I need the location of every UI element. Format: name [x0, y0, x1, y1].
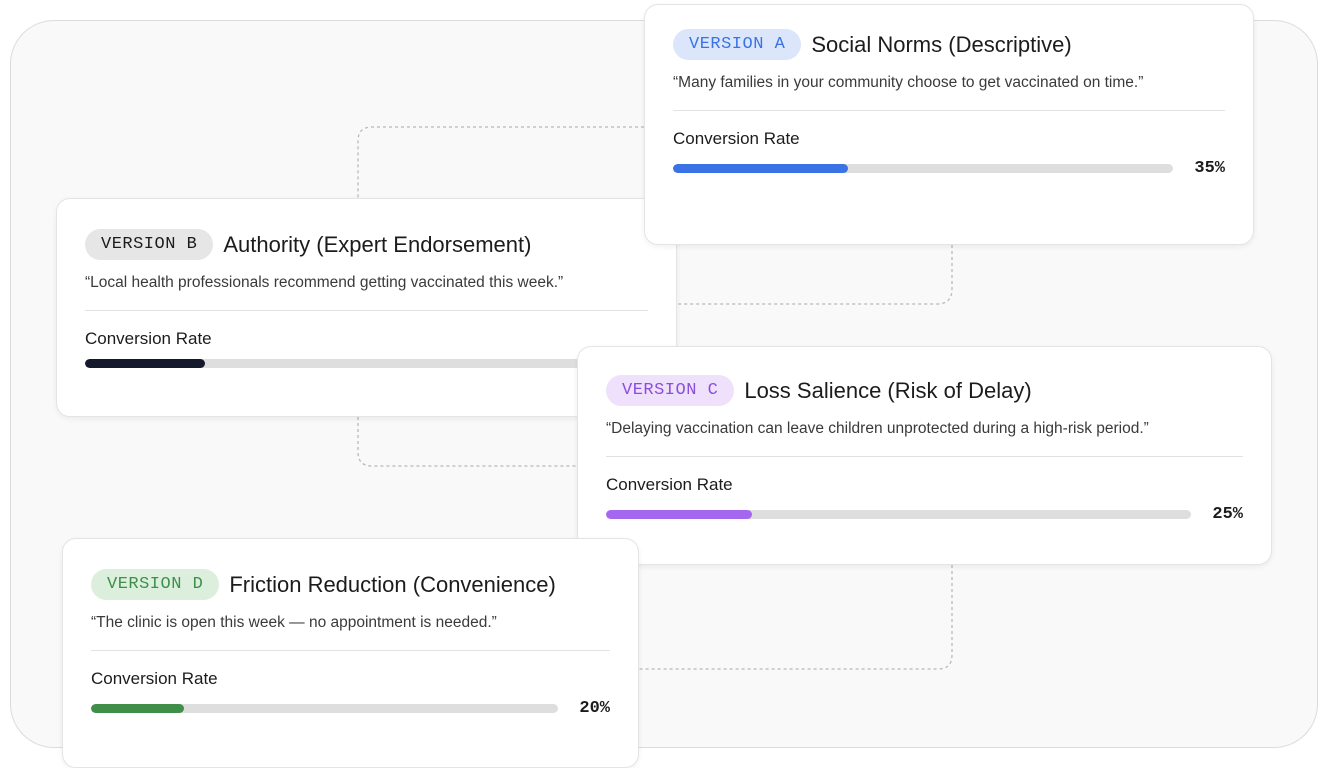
conversion-rate-value: 20% — [579, 699, 610, 718]
conversion-rate-value: 25% — [1212, 505, 1243, 524]
version-badge: VERSION A — [673, 29, 802, 60]
divider — [673, 110, 1225, 111]
metric-label: Conversion Rate — [606, 475, 733, 494]
conversion-bar-track — [91, 704, 558, 713]
version-c-card[interactable]: VERSION C Loss Salience (Risk of Delay) … — [577, 346, 1272, 565]
conversion-bar-fill — [673, 164, 848, 173]
divider — [91, 650, 610, 651]
version-badge: VERSION C — [606, 375, 735, 406]
divider — [606, 456, 1243, 457]
conversion-bar-track — [673, 164, 1173, 173]
message-quote: “Local health professionals recommend ge… — [85, 274, 564, 291]
conversion-bar-fill — [606, 510, 753, 519]
divider — [85, 310, 648, 311]
version-d-card[interactable]: VERSION D Friction Reduction (Convenienc… — [62, 538, 639, 768]
conversion-bar-track — [606, 510, 1191, 519]
version-a-card[interactable]: VERSION A Social Norms (Descriptive) “Ma… — [644, 4, 1254, 245]
conversion-bar-fill — [91, 704, 185, 713]
version-badge: VERSION D — [91, 569, 220, 600]
conversion-bar-track — [85, 359, 685, 368]
message-quote: “Many families in your community choose … — [673, 74, 1144, 91]
card-title: Authority (Expert Endorsement) — [223, 231, 532, 257]
card-title: Friction Reduction (Convenience) — [229, 571, 556, 597]
conversion-bar-fill — [85, 359, 205, 368]
version-badge: VERSION B — [85, 229, 214, 260]
version-b-card[interactable]: VERSION B Authority (Expert Endorsement)… — [56, 198, 685, 417]
card-title: Social Norms (Descriptive) — [811, 31, 1072, 57]
metric-label: Conversion Rate — [91, 669, 218, 688]
message-quote: “The clinic is open this week — no appoi… — [91, 614, 497, 631]
conversion-rate-value: 35% — [1194, 159, 1225, 178]
card-title: Loss Salience (Risk of Delay) — [744, 377, 1032, 403]
metric-label: Conversion Rate — [673, 129, 800, 148]
message-quote: “Delaying vaccination can leave children… — [606, 420, 1149, 437]
metric-label: Conversion Rate — [85, 329, 212, 348]
